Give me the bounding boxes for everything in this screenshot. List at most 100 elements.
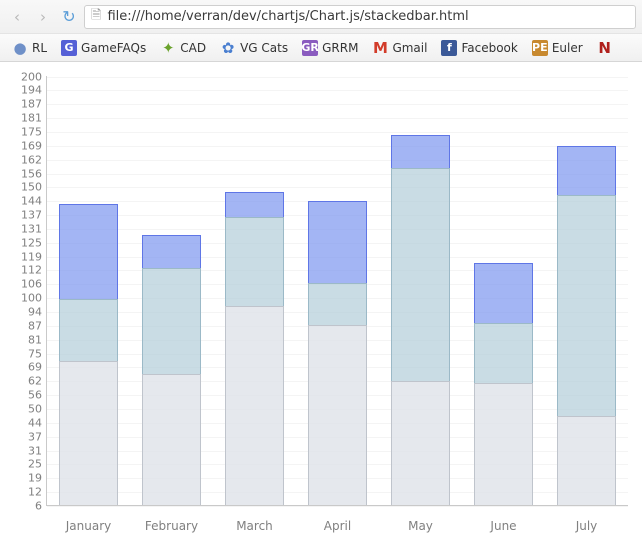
bar-segment <box>474 383 534 505</box>
bookmark-icon: N <box>597 40 613 56</box>
y-tick-label: 6 <box>6 500 42 513</box>
forward-button[interactable]: › <box>32 6 54 28</box>
chart-category: January <box>47 76 130 505</box>
bar-segment <box>308 325 368 505</box>
bar-segment <box>308 283 368 325</box>
chart-category: February <box>130 76 213 505</box>
bookmark-icon: PE <box>532 40 548 56</box>
bookmark-item[interactable]: M Gmail <box>366 38 433 58</box>
y-tick-label: 94 <box>6 306 42 319</box>
bookmark-icon: f <box>441 40 457 56</box>
y-tick-label: 31 <box>6 444 42 457</box>
bookmark-icon: ✦ <box>160 40 176 56</box>
y-tick-label: 75 <box>6 347 42 360</box>
bar-segment <box>59 204 119 299</box>
y-tick-label: 200 <box>6 70 42 83</box>
bookmark-item[interactable]: G GameFAQs <box>55 38 152 58</box>
y-tick-label: 87 <box>6 319 42 332</box>
bookmark-label: CAD <box>180 41 206 55</box>
bar-segment <box>391 381 451 505</box>
chart-category: March <box>213 76 296 505</box>
bar-stack <box>59 204 119 505</box>
chart-category: July <box>545 76 628 505</box>
bar-segment <box>391 135 451 168</box>
y-tick-label: 119 <box>6 250 42 263</box>
y-tick-label: 37 <box>6 430 42 443</box>
bookmark-icon: ● <box>12 40 28 56</box>
bookmark-item[interactable]: GR GRRM <box>296 38 364 58</box>
y-tick-label: 187 <box>6 98 42 111</box>
chart-plot: JanuaryFebruaryMarchAprilMayJuneJuly <box>46 76 628 506</box>
back-button[interactable]: ‹ <box>6 6 28 28</box>
y-tick-label: 162 <box>6 153 42 166</box>
bookmark-icon: GR <box>302 40 318 56</box>
bar-stack <box>225 192 285 505</box>
bar-stack <box>557 146 617 505</box>
bookmark-icon: M <box>372 40 388 56</box>
bar-segment <box>557 146 617 195</box>
bookmark-icon: ✿ <box>220 40 236 56</box>
y-tick-label: 181 <box>6 112 42 125</box>
bookmark-item[interactable]: N <box>591 38 619 58</box>
y-tick-label: 69 <box>6 361 42 374</box>
bar-segment <box>225 306 285 505</box>
y-tick-label: 125 <box>6 236 42 249</box>
bookmark-label: Euler <box>552 41 583 55</box>
y-tick-label: 62 <box>6 375 42 388</box>
y-tick-label: 175 <box>6 125 42 138</box>
bar-segment <box>142 235 202 268</box>
bar-segment <box>557 416 617 505</box>
y-tick-label: 131 <box>6 222 42 235</box>
y-tick-label: 106 <box>6 278 42 291</box>
bookmark-label: VG Cats <box>240 41 288 55</box>
bookmark-item[interactable]: ✿ VG Cats <box>214 38 294 58</box>
chart-category: April <box>296 76 379 505</box>
bar-segment <box>225 217 285 306</box>
bookmark-icon: G <box>61 40 77 56</box>
bookmark-item[interactable]: ● RL <box>6 38 53 58</box>
y-tick-label: 112 <box>6 264 42 277</box>
y-tick-label: 137 <box>6 209 42 222</box>
y-tick-label: 144 <box>6 195 42 208</box>
x-tick-label: January <box>47 505 130 533</box>
y-tick-label: 25 <box>6 458 42 471</box>
y-tick-label: 194 <box>6 84 42 97</box>
chart-category: June <box>462 76 545 505</box>
chart-container: 6121925313744505662697581879410010611211… <box>0 62 642 552</box>
x-tick-label: February <box>130 505 213 533</box>
chart-category: May <box>379 76 462 505</box>
x-tick-label: May <box>379 505 462 533</box>
x-tick-label: June <box>462 505 545 533</box>
address-bar[interactable]: 🗎 file:///home/verran/dev/chartjs/Chart.… <box>84 5 636 29</box>
bar-segment <box>474 323 534 383</box>
page-icon: 🗎 <box>91 6 101 28</box>
bar-segment <box>142 374 202 505</box>
bar-stack <box>391 135 451 505</box>
bar-segment <box>59 299 119 361</box>
bookmark-item[interactable]: ✦ CAD <box>154 38 212 58</box>
address-url: file:///home/verran/dev/chartjs/Chart.js… <box>107 9 468 24</box>
browser-toolbar: ‹ › ↻ 🗎 file:///home/verran/dev/chartjs/… <box>0 0 642 34</box>
bookmark-label: Gmail <box>392 41 427 55</box>
y-tick-label: 150 <box>6 181 42 194</box>
bookmarks-bar: ● RL G GameFAQs ✦ CAD ✿ VG Cats GR GRRM M Gmailf Fac… <box>0 34 642 62</box>
bookmark-label: GRRM <box>322 41 358 55</box>
y-tick-label: 56 <box>6 389 42 402</box>
bookmark-label: RL <box>32 41 47 55</box>
x-tick-label: April <box>296 505 379 533</box>
y-tick-label: 81 <box>6 333 42 346</box>
bookmark-label: GameFAQs <box>81 41 146 55</box>
x-tick-label: July <box>545 505 628 533</box>
reload-button[interactable]: ↻ <box>58 6 80 28</box>
y-tick-label: 50 <box>6 403 42 416</box>
bookmark-item[interactable]: PE Euler <box>526 38 589 58</box>
bar-segment <box>391 168 451 381</box>
bar-segment <box>557 195 617 417</box>
bookmark-item[interactable]: f Facebook <box>435 38 523 58</box>
bar-segment <box>225 192 285 216</box>
bar-segment <box>474 263 534 323</box>
bar-stack <box>308 201 368 505</box>
bar-segment <box>308 201 368 283</box>
y-tick-label: 100 <box>6 292 42 305</box>
bookmark-label: Facebook <box>461 41 517 55</box>
